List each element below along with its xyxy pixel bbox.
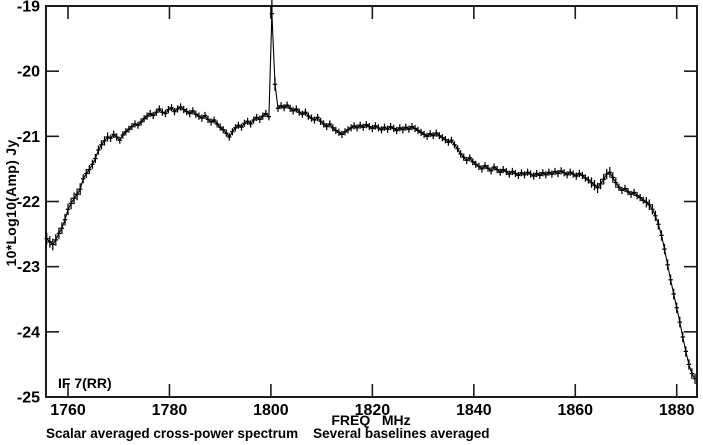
x-tick-label: 1820 [355, 402, 391, 419]
y-tick-label: -21 [17, 129, 40, 146]
x-tick-label: 1780 [152, 402, 188, 419]
x-axis-label: FREQ MHz [331, 412, 411, 428]
x-tick-label: 1840 [456, 402, 492, 419]
y-tick-label: -24 [17, 324, 40, 341]
plot-frame [45, 5, 698, 398]
spectrum-line [46, 13, 696, 380]
x-tick-label: 1860 [557, 402, 593, 419]
y-tick-label: -19 [17, 0, 40, 16]
plot-caption: Scalar averaged cross-power spectrum Sev… [46, 426, 490, 441]
y-axis-label: 10*Log10(Amp) Jy [3, 139, 19, 267]
x-tick-label: 1800 [253, 402, 289, 419]
spectrum-markers [44, 0, 698, 384]
x-tick-label: 1760 [50, 402, 86, 419]
y-tick-label: -20 [17, 64, 40, 81]
y-tick-label: -25 [17, 390, 40, 407]
y-tick-label: -22 [17, 194, 40, 211]
y-tick-label: -23 [17, 259, 40, 276]
x-tick-label: 1880 [659, 402, 695, 419]
if-annotation: IF 7(RR) [58, 375, 112, 391]
